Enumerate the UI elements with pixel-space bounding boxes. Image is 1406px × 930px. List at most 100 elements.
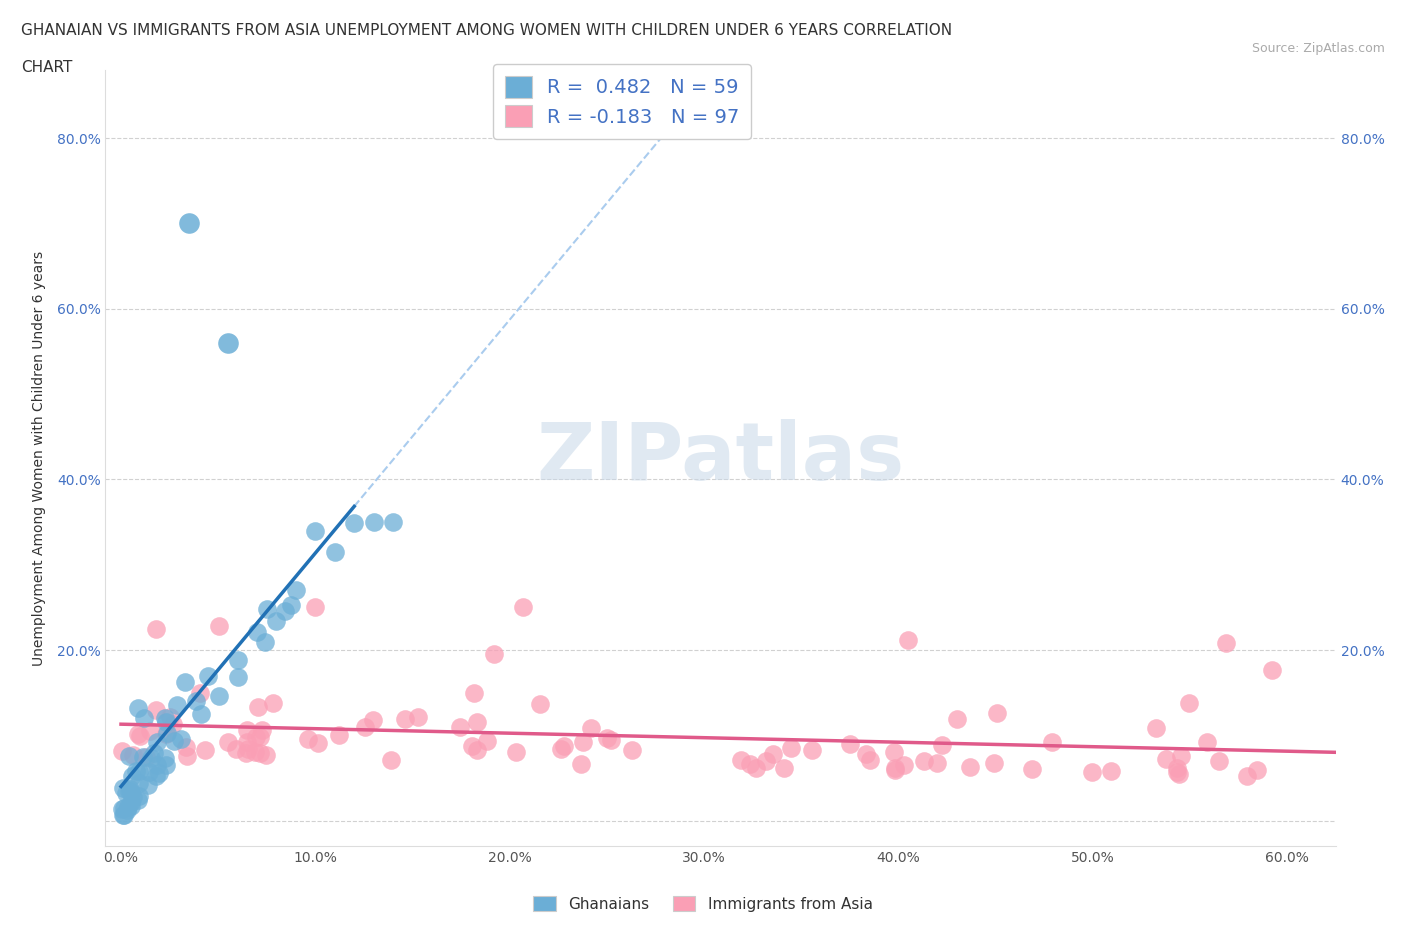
Point <box>800 743 823 758</box>
Point <box>512 600 534 615</box>
Point <box>986 706 1008 721</box>
Point <box>394 711 416 726</box>
Point <box>138 777 160 792</box>
Point <box>235 723 257 737</box>
Point <box>153 751 176 765</box>
Point <box>121 768 143 783</box>
Point <box>304 524 326 538</box>
Point <box>159 710 181 724</box>
Point <box>1236 768 1258 783</box>
Point <box>155 757 177 772</box>
Point <box>246 624 269 639</box>
Point <box>155 715 177 730</box>
Point <box>465 715 488 730</box>
Point <box>194 742 217 757</box>
Point <box>138 765 160 780</box>
Point <box>235 746 257 761</box>
Point <box>217 735 239 750</box>
Point <box>217 336 239 351</box>
Point <box>945 711 967 726</box>
Point <box>1195 735 1218 750</box>
Point <box>780 740 803 755</box>
Point <box>174 739 197 754</box>
Point <box>838 737 860 751</box>
Point <box>197 669 219 684</box>
Point <box>170 731 193 746</box>
Point <box>1170 749 1192 764</box>
Point <box>361 712 384 727</box>
Point <box>118 749 141 764</box>
Text: ZIPatlas: ZIPatlas <box>537 419 904 497</box>
Point <box>226 652 249 667</box>
Point <box>884 763 907 777</box>
Point <box>1167 766 1189 781</box>
Point <box>243 745 266 760</box>
Point <box>128 789 150 804</box>
Point <box>132 711 155 725</box>
Point <box>139 751 162 765</box>
Point <box>249 729 271 744</box>
Point <box>343 515 366 530</box>
Point <box>596 730 619 745</box>
Point <box>959 760 981 775</box>
Point <box>162 716 184 731</box>
Point <box>284 583 307 598</box>
Point <box>208 618 231 633</box>
Point <box>111 780 134 795</box>
Point <box>112 808 135 823</box>
Point <box>174 675 197 690</box>
Point <box>620 743 643 758</box>
Point <box>1261 663 1284 678</box>
Point <box>115 786 138 801</box>
Point <box>166 698 188 712</box>
Point <box>755 753 778 768</box>
Point <box>983 755 1005 770</box>
Point <box>477 734 499 749</box>
Point <box>112 808 135 823</box>
Point <box>235 735 257 750</box>
Point <box>117 800 139 815</box>
Point <box>155 727 177 742</box>
Point <box>1215 635 1237 650</box>
Point <box>128 776 150 790</box>
Point <box>177 216 200 231</box>
Point <box>482 646 505 661</box>
Point <box>176 749 198 764</box>
Point <box>328 727 350 742</box>
Point <box>363 514 385 529</box>
Point <box>1040 735 1063 750</box>
Point <box>122 747 145 762</box>
Point <box>931 737 953 752</box>
Point <box>463 685 485 700</box>
Point <box>112 801 135 816</box>
Point <box>184 694 207 709</box>
Point <box>145 622 167 637</box>
Point <box>912 753 935 768</box>
Point <box>744 760 766 775</box>
Y-axis label: Unemployment Among Women with Children Under 6 years: Unemployment Among Women with Children U… <box>31 250 45 666</box>
Point <box>266 614 288 629</box>
Point <box>128 764 150 778</box>
Text: Source: ZipAtlas.com: Source: ZipAtlas.com <box>1251 42 1385 55</box>
Point <box>128 728 150 743</box>
Point <box>354 720 377 735</box>
Point <box>297 732 319 747</box>
Text: GHANAIAN VS IMMIGRANTS FROM ASIA UNEMPLOYMENT AMONG WOMEN WITH CHILDREN UNDER 6 : GHANAIAN VS IMMIGRANTS FROM ASIA UNEMPLO… <box>21 23 952 38</box>
Point <box>1144 721 1167 736</box>
Point <box>762 746 785 761</box>
Point <box>262 696 284 711</box>
Point <box>190 706 212 721</box>
Point <box>1080 764 1102 779</box>
Point <box>461 738 484 753</box>
Point <box>505 744 527 759</box>
Point <box>254 634 277 649</box>
Point <box>246 699 269 714</box>
Point <box>730 752 752 767</box>
Point <box>550 741 572 756</box>
Point <box>569 756 592 771</box>
Point <box>127 792 149 807</box>
Point <box>225 742 247 757</box>
Point <box>208 688 231 703</box>
Point <box>254 748 277 763</box>
Point <box>274 604 297 618</box>
